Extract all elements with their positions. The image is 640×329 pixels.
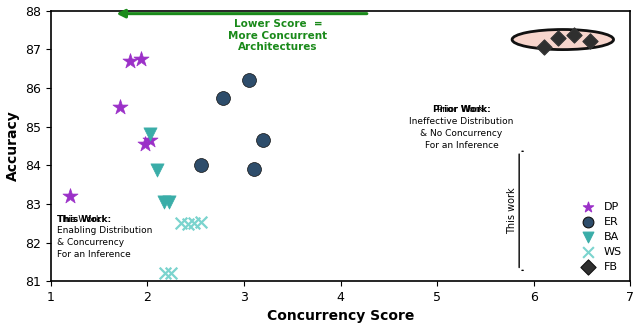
Point xyxy=(160,271,170,276)
Point xyxy=(258,138,268,143)
Text: Prior Work:: Prior Work: xyxy=(433,105,490,114)
Point xyxy=(248,166,259,172)
Point xyxy=(166,270,176,275)
Text: This Work:
Enabling Distribution
& Concurrency
For an Inference: This Work: Enabling Distribution & Concu… xyxy=(56,215,152,259)
Text: This Work:: This Work: xyxy=(56,215,111,224)
Point xyxy=(140,141,150,146)
Point xyxy=(195,220,205,225)
Text: This work: This work xyxy=(507,188,516,234)
X-axis label: Concurrency Score: Concurrency Score xyxy=(267,310,414,323)
Point xyxy=(244,78,254,83)
Point xyxy=(218,95,228,100)
Point xyxy=(189,220,199,226)
Point xyxy=(115,105,125,110)
Point xyxy=(159,199,169,205)
Point xyxy=(65,193,76,199)
Point xyxy=(570,32,580,37)
Point xyxy=(553,35,563,40)
Legend: DP, ER, BA, WS, FB: DP, ER, BA, WS, FB xyxy=(573,199,625,276)
Point xyxy=(136,56,146,62)
Point xyxy=(145,132,156,137)
Point xyxy=(145,138,156,143)
Text: Prior Work:
Ineffective Distribution
& No Concurrency
For an Inference: Prior Work: Ineffective Distribution & N… xyxy=(409,105,513,150)
Point xyxy=(195,163,205,168)
Point xyxy=(125,58,135,63)
Point xyxy=(176,220,186,226)
Point xyxy=(152,167,162,172)
Point xyxy=(585,39,595,44)
Point xyxy=(183,221,193,227)
Point xyxy=(164,199,174,205)
Point xyxy=(538,45,548,50)
Y-axis label: Accuracy: Accuracy xyxy=(6,111,20,181)
Text: Lower Score  =
More Concurrent
Architectures: Lower Score = More Concurrent Architectu… xyxy=(228,19,328,52)
Ellipse shape xyxy=(512,30,614,50)
